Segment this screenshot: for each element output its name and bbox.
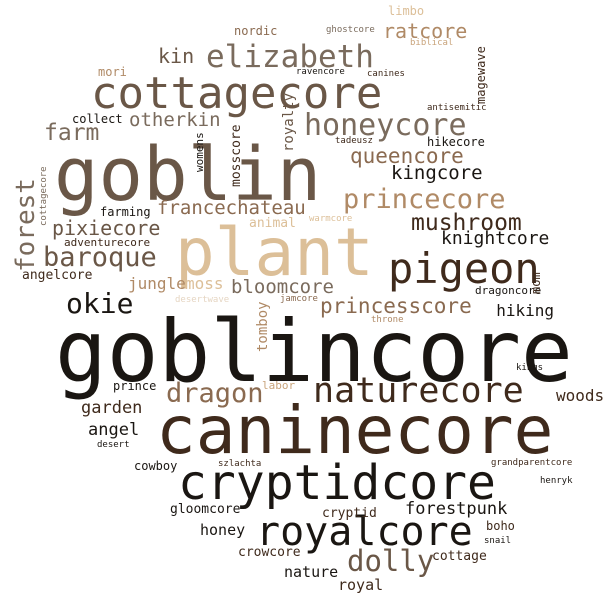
word-biblical: biblical (410, 38, 454, 48)
word-desert: desert (97, 440, 130, 450)
word-snail: snail (484, 536, 512, 546)
word-dragon: dragon (166, 378, 264, 409)
word-bloomcore: bloomcore (231, 276, 334, 298)
word-angel: angel (88, 420, 140, 440)
word-otherkin: otherkin (129, 109, 221, 131)
word-tomboy: tomboy (255, 301, 271, 352)
word-mori: mori (98, 65, 127, 79)
word-canines: canines (367, 69, 405, 79)
word-nature: nature (284, 563, 339, 581)
word-magewave: magewave (474, 46, 488, 104)
word-womens: womens (193, 132, 206, 172)
word-caninecore: caninecore (156, 392, 554, 469)
word-cowboy: cowboy (134, 459, 178, 473)
word-baroque: baroque (43, 242, 157, 273)
word-jungle: jungle (128, 274, 186, 293)
word-plant: plant (175, 214, 374, 291)
word-mom: mom (529, 272, 543, 294)
word-princesscore: princesscore (320, 294, 472, 318)
word-forestpunk: forestpunk (405, 499, 508, 519)
word-throne: throne (371, 315, 404, 325)
word-desertwave: desertwave (175, 295, 230, 305)
word-dragoncore: dragoncore (475, 284, 542, 297)
word-royalty: royalty (281, 92, 297, 152)
word-elizabeth: elizabeth (206, 39, 374, 75)
word-knightcore: knightcore (441, 228, 550, 249)
word-cryptidcore: cryptidcore (178, 455, 496, 511)
word-hiking: hiking (496, 301, 554, 320)
word-hikecore: hikecore (427, 135, 485, 149)
word-prince: prince (113, 379, 157, 393)
word-queencore: queencore (350, 144, 464, 168)
word-mushroom: mushroom (411, 210, 522, 236)
word-pigeon: pigeon (388, 244, 540, 293)
word-ratcore: ratcore (383, 19, 468, 43)
word-kings: kings (516, 363, 544, 373)
word-cottagecore-small: cottagecore (39, 166, 49, 226)
word-farming: farming (100, 205, 151, 219)
word-moss: moss (185, 274, 224, 293)
word-kingcore: kingcore (391, 162, 483, 184)
word-royal: royal (338, 576, 384, 594)
word-gloomcore: gloomcore (170, 502, 241, 517)
word-jamcore: jamcore (280, 294, 318, 304)
word-ravencore: ravencore (296, 67, 345, 77)
word-francechateau: francechateau (157, 197, 306, 219)
word-dolly: dolly (347, 544, 435, 578)
word-warmcore: warmcore (309, 214, 353, 224)
word-adventurecore: adventurecore (64, 236, 151, 249)
word-cryptid: cryptid (322, 506, 377, 521)
word-naturecore: naturecore (313, 371, 524, 411)
word-honey: honey (200, 521, 246, 539)
word-garden: garden (81, 398, 143, 418)
word-antisemitic: antisemitic (427, 103, 487, 113)
word-cottagecore: cottagecore (91, 68, 383, 119)
word-boho: boho (486, 519, 515, 533)
word-royalcore: royalcore (256, 509, 473, 555)
word-okie: okie (66, 287, 134, 320)
word-woods: woods (556, 386, 605, 405)
word-farm: farm (44, 120, 100, 146)
word-crowcore: crowcore (238, 545, 301, 560)
word-mosscore: mosscore (229, 124, 244, 187)
word-nordic: nordic (234, 24, 278, 38)
word-princecore: princecore (343, 184, 506, 215)
word-honeycore: honeycore (304, 108, 467, 143)
word-henryk: henryk (540, 476, 573, 486)
word-limbo: limbo (388, 4, 425, 18)
word-labor: labor (262, 379, 296, 392)
word-ghostcore: ghostcore (326, 25, 375, 35)
word-cottage: cottage (432, 549, 487, 564)
word-pixiecore: pixiecore (52, 216, 161, 240)
word-goblin: goblin (54, 132, 322, 218)
word-grandparentcore: grandparentcore (491, 458, 573, 468)
word-goblincore: goblincore (55, 302, 573, 402)
word-tadeusz: tadeusz (335, 136, 373, 146)
word-animal: animal (249, 216, 296, 231)
word-kin: kin (158, 44, 195, 68)
word-forest: forest (11, 178, 41, 272)
word-angelcore: angelcore (22, 268, 93, 283)
word-szlachta: szlachta (218, 459, 262, 469)
word-collect: collect (72, 112, 123, 126)
